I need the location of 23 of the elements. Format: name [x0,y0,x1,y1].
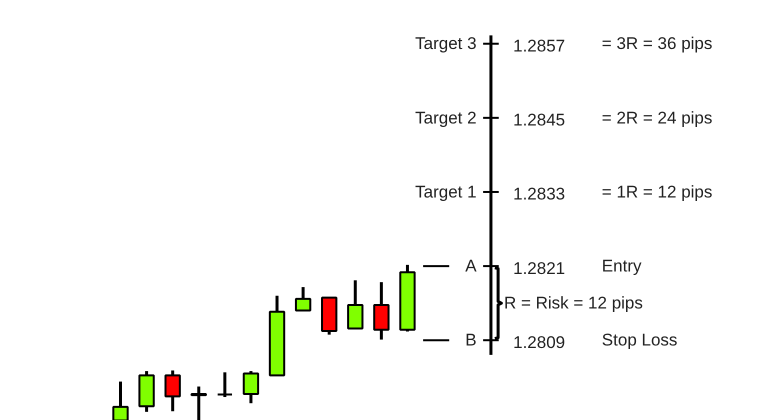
y-tick-label: 1.2809 [513,332,566,352]
y-tick-label: 1.2845 [513,110,566,130]
text: = 2R = 24 pips [602,108,712,128]
text: R = Risk = 12 pips [504,294,643,313]
candlestick [112,382,129,420]
text: Entry [602,256,642,276]
candlestick [347,280,364,330]
ref-line-label: A [465,256,478,276]
candlestick [242,371,260,404]
candlestick [216,372,234,398]
candlestick [294,287,312,312]
text: Stop Loss [602,330,678,350]
ref-line-label: B [465,330,477,350]
y-tick-label: 1.2857 [513,36,566,56]
y-tick-label: 1.2821 [513,258,566,278]
text: = 3R = 36 pips [602,34,712,54]
candlestick [190,386,207,420]
text: = 1R = 12 pips [602,182,712,202]
candlestick [164,370,181,412]
ref-line-label: Target 1 [415,182,477,202]
ref-line-label: Target 3 [415,34,477,54]
ref-line-label: Target 2 [415,108,477,128]
y-tick-label: 1.2833 [513,184,566,204]
